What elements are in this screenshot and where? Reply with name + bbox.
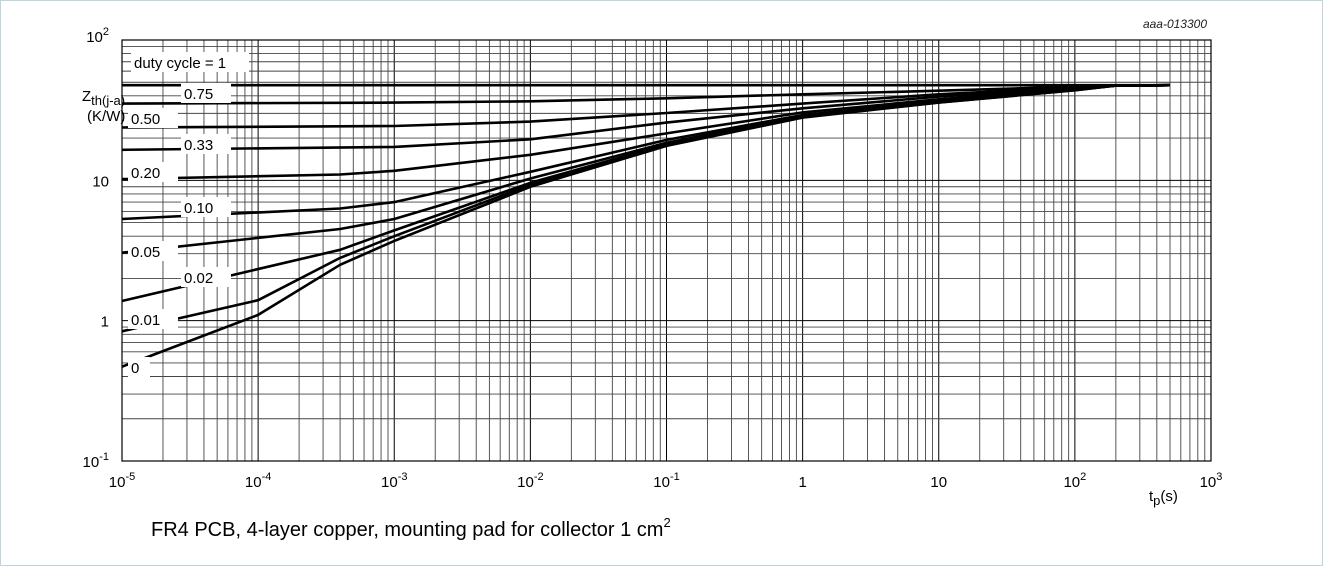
curve-label: 0.75 bbox=[184, 86, 213, 103]
curve-labels: duty cycle = 1 0.75 0.50 0.33 0.20 0.10 0.05 0.… bbox=[128, 52, 249, 377]
y-tick-label: 102 bbox=[86, 26, 109, 46]
x-tick-label: 103 bbox=[1200, 471, 1223, 491]
x-axis-subscript: p bbox=[1153, 493, 1160, 508]
x-tick-label: 10 bbox=[930, 474, 947, 491]
x-tick-label: 10-2 bbox=[517, 471, 543, 491]
x-tick-label: 10-3 bbox=[381, 471, 407, 491]
thermal-impedance-chart: 10-5 10-4 10-3 10-2 10-1 1 10 102 10310-1110102 … bbox=[82, 17, 1223, 508]
curve-label: 0.05 bbox=[131, 244, 160, 261]
curve-label: 0.20 bbox=[131, 165, 160, 182]
plot-border bbox=[121, 39, 1212, 462]
series-line bbox=[121, 83, 1171, 368]
curve-label-bg bbox=[128, 108, 178, 128]
curve-label-bg bbox=[181, 267, 231, 287]
tick-labels: 10-5 10-4 10-3 10-2 10-1 1 10 102 103 10-1 1 10 102 bbox=[83, 26, 1223, 491]
figure-caption: FR4 PCB, 4-layer copper, mounting pad fo… bbox=[151, 515, 671, 542]
document-id: aaa-013300 bbox=[1143, 17, 1207, 31]
svg-text:tp(s): tp(s) bbox=[1149, 488, 1178, 508]
curve-label: 0.10 bbox=[184, 200, 213, 217]
curve-label: 0.02 bbox=[184, 270, 213, 287]
curve-label-bg bbox=[128, 357, 150, 377]
series-line bbox=[121, 83, 1171, 333]
x-axis-unit: (s) bbox=[1160, 488, 1178, 505]
curve-label-bg bbox=[181, 197, 231, 217]
x-tick-label: 10-4 bbox=[245, 471, 271, 491]
curve-label: 0.50 bbox=[131, 111, 160, 128]
curve-label-bg bbox=[181, 134, 231, 154]
x-tick-label: 10-5 bbox=[109, 471, 135, 491]
y-tick-label: 10 bbox=[92, 173, 109, 190]
caption-superscript: 2 bbox=[663, 515, 671, 530]
curve-label: 0 bbox=[131, 360, 139, 377]
curve-label-bg bbox=[128, 241, 178, 261]
curve-label: duty cycle = 1 bbox=[134, 55, 226, 72]
svg-text:Zth(j-a): Zth(j-a) bbox=[82, 88, 125, 108]
curves bbox=[121, 83, 1171, 368]
curve-label-bg bbox=[128, 309, 178, 329]
y-axis-label: Zth(j-a) (K/W) bbox=[82, 88, 125, 125]
series-line bbox=[121, 83, 1171, 303]
curve-label: 0.01 bbox=[131, 312, 160, 329]
curve-label-bg bbox=[128, 162, 178, 182]
x-axis-label: tp(s) bbox=[1149, 488, 1178, 508]
y-tick-label: 10-1 bbox=[83, 451, 109, 471]
x-tick-label: 1 bbox=[798, 474, 806, 491]
curve-label: 0.33 bbox=[184, 137, 213, 154]
y-tick-label: 1 bbox=[101, 314, 109, 331]
y-axis-subscript: th(j-a) bbox=[91, 93, 125, 108]
x-tick-label: 102 bbox=[1063, 471, 1086, 491]
caption-text: FR4 PCB, 4-layer copper, mounting pad fo… bbox=[151, 519, 664, 541]
curve-label-bg bbox=[131, 52, 249, 72]
y-axis-unit: (K/W) bbox=[87, 108, 125, 125]
series-line bbox=[121, 83, 1171, 254]
curve-label-bg bbox=[181, 83, 231, 103]
y-axis-symbol: Z bbox=[82, 88, 91, 105]
x-tick-label: 10-1 bbox=[653, 471, 679, 491]
x-axis-symbol: t bbox=[1149, 488, 1154, 505]
